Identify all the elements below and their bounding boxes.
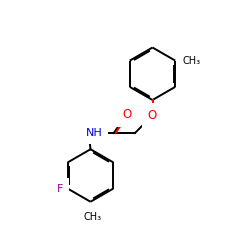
Text: CH₃: CH₃	[84, 212, 102, 222]
Text: O: O	[148, 109, 157, 122]
Text: CH₃: CH₃	[182, 56, 200, 66]
Text: F: F	[57, 184, 63, 194]
Text: NH: NH	[86, 128, 102, 138]
Text: O: O	[122, 108, 132, 121]
